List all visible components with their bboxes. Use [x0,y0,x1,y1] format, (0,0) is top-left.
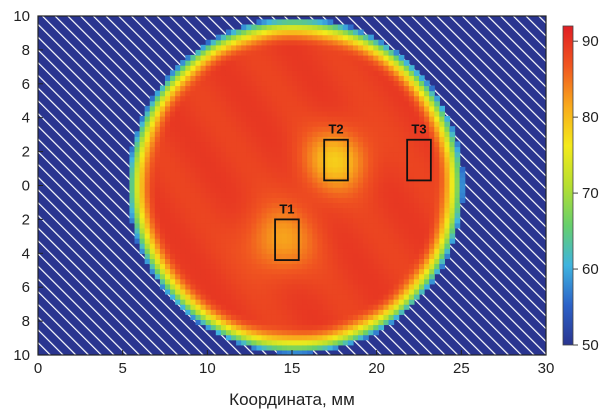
x-tick-label: 25 [453,360,470,377]
zone-box [274,218,300,261]
colorbar-tick-label: 60 [582,261,599,278]
y-tick-label: 6 [22,279,30,296]
zone-t2: T2 [323,122,349,182]
colorbar-ticks: 90 80 70 60 50 [573,33,599,354]
zone-label: T2 [328,122,343,137]
heat-layer [129,19,466,355]
zone-t1: T1 [274,201,300,261]
y-tick-label: 10 [13,8,30,25]
colorbar: 90 80 70 60 50 [562,25,599,354]
y-tick-label: 2 [22,211,30,228]
zone-label: T3 [411,122,426,137]
x-tick-label: 30 [538,360,555,377]
colorbar-tick-label: 90 [582,33,599,50]
x-axis: 0 5 10 15 20 25 30 [34,350,555,377]
y-tick-label: 4 [22,110,30,127]
zone-box [406,138,432,182]
x-tick-label: 5 [118,360,126,377]
zone-t3: T3 [406,122,432,182]
x-axis-title: Координата, мм [229,390,355,409]
y-tick-label: 2 [22,144,30,161]
plot-area: T1 T2 T3 [37,15,547,356]
y-tick-label: 8 [22,42,30,59]
x-tick-label: 10 [199,360,216,377]
colorbar-tick-label: 50 [582,337,599,354]
y-tick-label: 6 [22,76,30,93]
zone-box [323,138,349,182]
zone-label: T1 [279,201,294,216]
y-tick-label: 8 [22,313,30,330]
y-tick-label: 10 [13,347,30,364]
x-tick-label: 20 [368,360,385,377]
y-tick-label: 4 [22,245,30,262]
colorbar-gradient [563,26,573,345]
colorbar-tick-label: 80 [582,109,599,126]
colorbar-tick-label: 70 [582,185,599,202]
colorbar-frame [562,25,574,346]
y-tick-label: 0 [22,178,30,195]
x-tick-label: 15 [284,360,301,377]
y-axis: 10 8 6 4 2 0 2 4 6 8 10 [13,8,43,364]
x-tick-label: 0 [34,360,42,377]
zones-layer: T1 T2 T3 [274,122,432,261]
